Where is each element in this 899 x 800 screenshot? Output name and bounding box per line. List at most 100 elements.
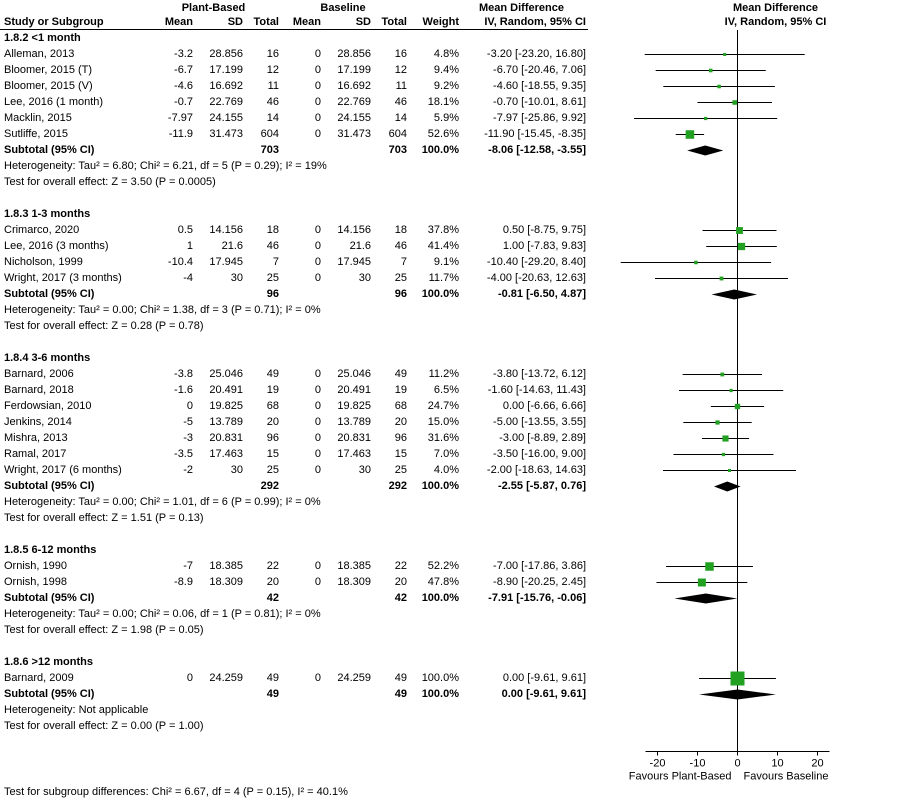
study-weight: 15.0% (427, 416, 459, 428)
plantbased-sd: 14.156 (209, 224, 243, 236)
study-ci-text: -11.90 [-15.45, -8.35] (484, 128, 586, 140)
study-name: Mishra, 2013 (4, 432, 68, 444)
plantbased-sd: 31.473 (209, 128, 243, 140)
spacer-row (0, 190, 899, 206)
baseline-sd: 17.199 (337, 64, 371, 76)
baseline-sd: 25.046 (337, 368, 371, 380)
effect-header-text-col: Mean Difference (479, 2, 564, 14)
plantbased-sd: 20.831 (209, 432, 243, 444)
baseline-total: 68 (394, 400, 407, 412)
subtotal-plantbased-total: 703 (260, 144, 279, 156)
baseline-sd: 14.156 (337, 224, 371, 236)
study-ci-text: -7.97 [-25.86, 9.92] (493, 112, 586, 124)
baseline-mean-col-header: Mean (292, 16, 321, 28)
baseline-mean: 0 (314, 80, 321, 92)
plantbased-sd: 17.945 (209, 256, 243, 268)
study-weight: 24.7% (427, 400, 459, 412)
plantbased-mean: -4 (183, 272, 193, 284)
baseline-mean: 0 (314, 672, 321, 684)
plantbased-total-col-header: Total (253, 16, 279, 28)
plantbased-total: 49 (266, 672, 279, 684)
study-weight: 18.1% (427, 96, 459, 108)
subtotal-ci-text: -7.91 [-15.76, -0.06] (488, 592, 586, 604)
study-name: Sutliffe, 2015 (4, 128, 69, 140)
baseline-total: 11 (395, 80, 407, 92)
baseline-mean: 0 (314, 560, 321, 572)
plantbased-mean: 0 (186, 672, 193, 684)
baseline-total: 96 (394, 432, 407, 444)
baseline-total: 18 (394, 224, 407, 236)
study-ci-text: -4.60 [-18.55, 9.35] (493, 80, 586, 92)
plantbased-sd: 18.309 (209, 576, 243, 588)
baseline-mean: 0 (314, 64, 321, 76)
ci-col-header: IV, Random, 95% CI (484, 16, 586, 28)
subgroup-header-row: 1.8.5 6-12 months (0, 542, 899, 558)
plantbased-sd: 24.155 (209, 112, 243, 124)
group2-header: Baseline (320, 2, 366, 14)
plantbased-sd: 20.491 (209, 384, 243, 396)
overall-effect-row: Test for overall effect: Z = 0.28 (P = 0… (0, 318, 899, 334)
study-name: Crimarco, 2020 (4, 224, 80, 236)
baseline-mean: 0 (314, 576, 321, 588)
baseline-sd: 18.385 (337, 560, 371, 572)
plantbased-sd: 28.856 (209, 48, 243, 60)
plantbased-sd: 17.199 (209, 64, 243, 76)
baseline-sd: 31.473 (337, 128, 371, 140)
study-weight: 9.4% (433, 64, 459, 76)
baseline-total: 7 (400, 256, 407, 268)
plantbased-mean: -11.9 (168, 128, 193, 140)
subtotal-row: Subtotal (95% CI) 42 42 100.0% -7.91 [-15.76… (0, 590, 899, 606)
study-name: Wright, 2017 (3 months) (4, 272, 122, 284)
plantbased-total: 25 (266, 272, 279, 284)
plantbased-mean: -2 (183, 464, 193, 476)
baseline-total: 49 (394, 672, 407, 684)
subtotal-baseline-total: 96 (394, 288, 407, 300)
study-name: Nicholson, 1999 (4, 256, 83, 268)
subtotal-ci-text: -0.81 [-6.50, 4.87] (497, 288, 586, 300)
overall-effect-row: Test for overall effect: Z = 1.51 (P = 0… (0, 510, 899, 526)
baseline-sd: 17.945 (337, 256, 371, 268)
baseline-total: 25 (394, 272, 407, 284)
baseline-total: 20 (394, 416, 407, 428)
subgroup-title: 1.8.4 3-6 months (4, 352, 91, 364)
method-header-plot-col: IV, Random, 95% CI (724, 16, 827, 28)
subgroup-difference-note: Test for subgroup differences: Chi² = 6.… (4, 786, 348, 798)
study-row: Barnard, 2018 -1.6 20.491 19 0 20.491 19 6.5% -1… (0, 382, 899, 398)
plantbased-mean: -3.5 (174, 448, 193, 460)
study-name: Bloomer, 2015 (V) (4, 80, 93, 92)
baseline-total: 49 (394, 368, 407, 380)
subtotal-weight: 100.0% (421, 288, 459, 300)
plantbased-mean: -8.9 (174, 576, 193, 588)
subtotal-row: Subtotal (95% CI) 96 96 100.0% -0.81 [-6.50,… (0, 286, 899, 302)
baseline-mean: 0 (314, 128, 321, 140)
study-row: Sutliffe, 2015 -11.9 31.473 604 0 31.473 604 52… (0, 126, 899, 142)
subgroup-header-row: 1.8.4 3-6 months (0, 350, 899, 366)
plantbased-total: 11 (267, 80, 279, 92)
subtotal-ci-text: -2.55 [-5.87, 0.76] (497, 480, 586, 492)
study-ci-text: -7.00 [-17.86, 3.86] (493, 560, 586, 572)
subtotal-label: Subtotal (95% CI) (4, 688, 95, 700)
axis-area-spacer (0, 750, 899, 784)
spacer-row (0, 638, 899, 654)
study-ci-text: 1.00 [-7.83, 9.83] (502, 240, 586, 252)
study-row: Lee, 2016 (3 months) 1 21.6 46 0 21.6 46 41.4% 1… (0, 238, 899, 254)
heterogeneity-row: Heterogeneity: Tau² = 6.80; Chi² = 6.21,… (0, 158, 899, 174)
overall-effect-text: Test for overall effect: Z = 3.50 (P = 0… (4, 176, 216, 188)
baseline-mean: 0 (314, 384, 321, 396)
study-ci-text: -3.00 [-8.89, 2.89] (499, 432, 586, 444)
subtotal-baseline-total: 292 (388, 480, 407, 492)
plantbased-total: 15 (266, 448, 279, 460)
heterogeneity-text: Heterogeneity: Tau² = 0.00; Chi² = 0.06,… (4, 608, 321, 620)
study-ci-text: -6.70 [-20.46, 7.06] (493, 64, 586, 76)
table-body: 1.8.2 <1 month Alleman, 2013 -3.2 28.856 16 0… (0, 30, 899, 750)
study-ci-text: -10.40 [-29.20, 8.40] (486, 256, 586, 268)
plantbased-sd: 30 (230, 272, 243, 284)
study-row: Nicholson, 1999 -10.4 17.945 7 0 17.945 7 9.1% -… (0, 254, 899, 270)
baseline-mean: 0 (314, 400, 321, 412)
header-divider (0, 29, 588, 30)
study-row: Bloomer, 2015 (V) -4.6 16.692 11 0 16.692 11 9.… (0, 78, 899, 94)
baseline-mean: 0 (314, 240, 321, 252)
plantbased-total: 68 (266, 400, 279, 412)
plantbased-total: 20 (266, 576, 279, 588)
plantbased-mean: -3.8 (174, 368, 193, 380)
